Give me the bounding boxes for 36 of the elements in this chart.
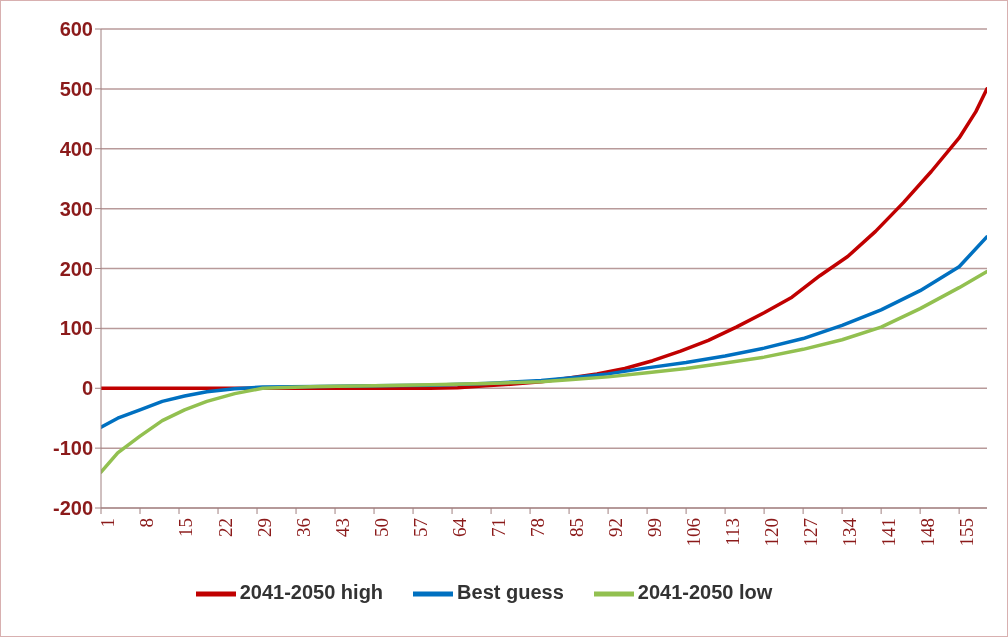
legend-label: 2041-2050 high bbox=[239, 581, 384, 604]
x-tick-label: 29 bbox=[253, 518, 275, 537]
y-tick-label: 300 bbox=[59, 197, 93, 220]
x-tick-label: 78 bbox=[526, 518, 548, 537]
x-tick-label: 15 bbox=[175, 518, 197, 537]
x-tick-label: 99 bbox=[643, 518, 665, 537]
x-tick-label: 8 bbox=[136, 518, 158, 528]
x-tick-label: 22 bbox=[214, 518, 236, 537]
x-tick-label: 43 bbox=[331, 518, 353, 537]
x-tick-label: 113 bbox=[721, 518, 743, 546]
y-tick-label: 200 bbox=[59, 257, 93, 280]
y-tick-label: 500 bbox=[59, 77, 93, 100]
x-tick-label: 106 bbox=[682, 518, 704, 547]
line-series bbox=[101, 269, 987, 474]
x-tick-label: 50 bbox=[370, 518, 392, 537]
y-tick-label: -100 bbox=[52, 437, 93, 460]
x-tick-label: 120 bbox=[760, 518, 782, 547]
x-tick-label: 36 bbox=[292, 518, 314, 537]
x-tick-label: 71 bbox=[487, 518, 509, 537]
y-tick-label: 600 bbox=[59, 18, 93, 41]
y-tick-label: 0 bbox=[81, 377, 93, 400]
legend-label: Best guess bbox=[457, 581, 564, 604]
y-tick-label: -200 bbox=[52, 497, 93, 520]
x-tick-label: 92 bbox=[604, 518, 626, 537]
x-tick-label: 134 bbox=[838, 517, 860, 547]
x-tick-label: 1 bbox=[97, 518, 119, 528]
x-tick-label: 85 bbox=[565, 518, 587, 537]
legend-label: 2041-2050 low bbox=[637, 581, 773, 604]
x-tick-label: 57 bbox=[409, 518, 431, 537]
y-tick-label: 100 bbox=[59, 317, 93, 340]
x-tick-label: 127 bbox=[799, 518, 821, 547]
x-tick-label: 141 bbox=[877, 518, 899, 547]
x-tick-label: 64 bbox=[448, 517, 470, 537]
x-tick-label: 155 bbox=[955, 518, 977, 547]
x-tick-label: 148 bbox=[916, 518, 938, 547]
y-tick-label: 400 bbox=[59, 137, 93, 160]
